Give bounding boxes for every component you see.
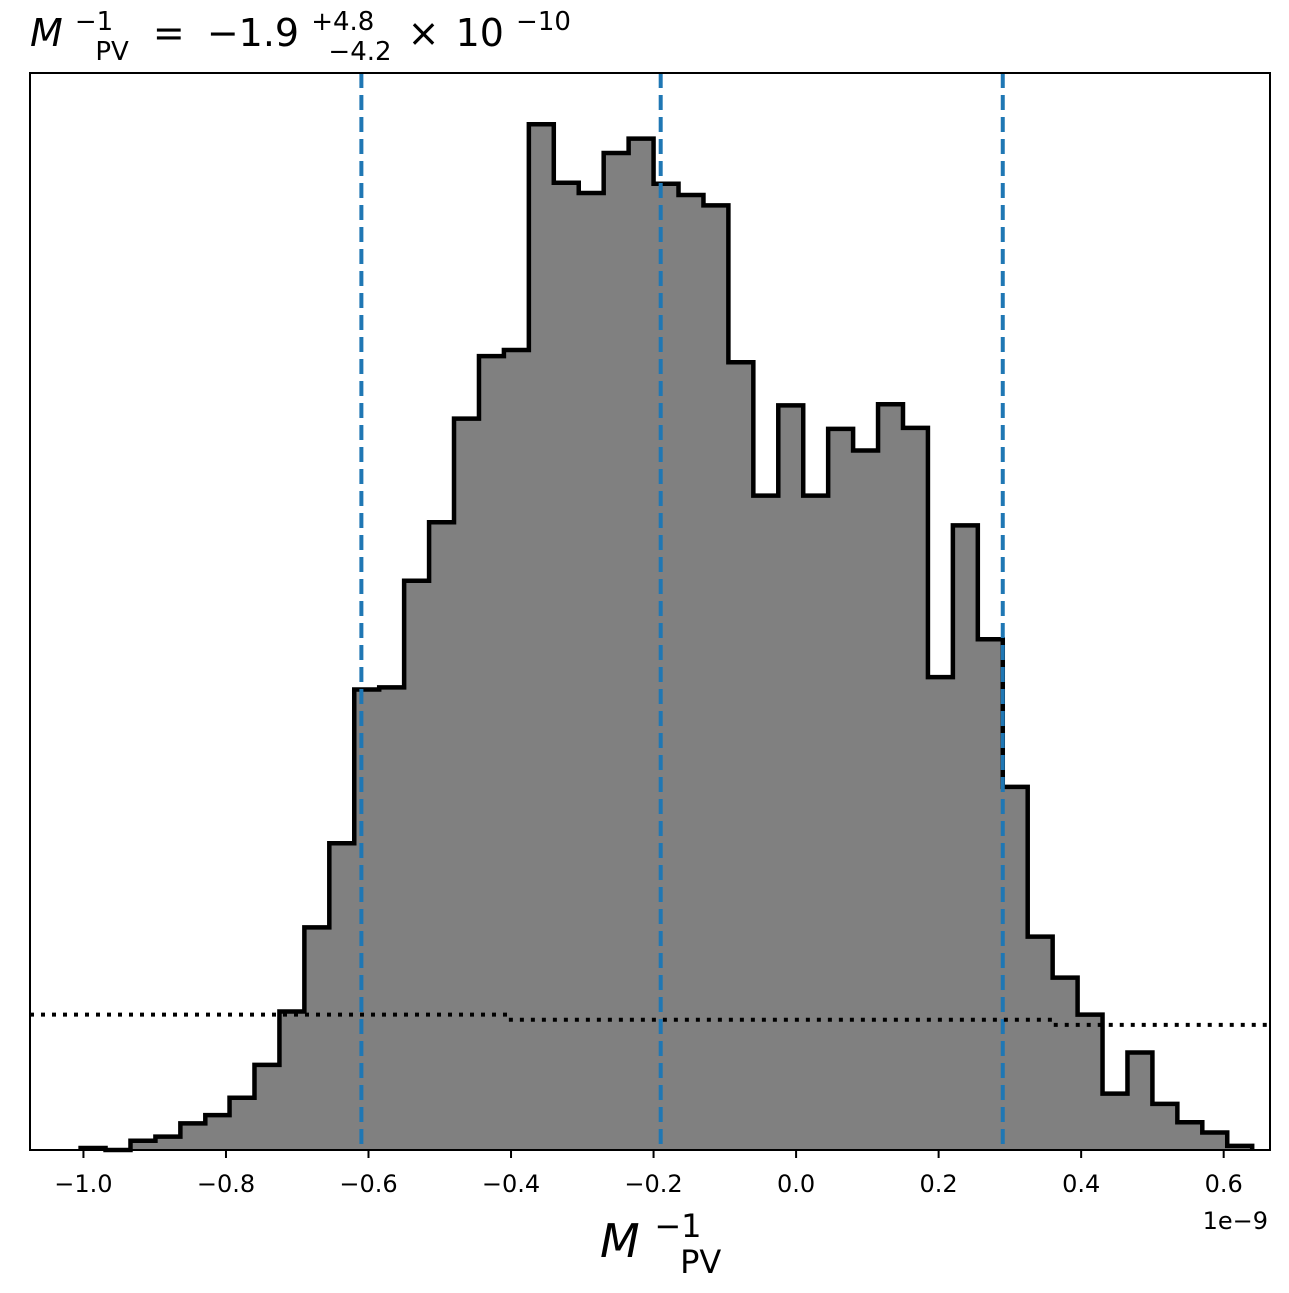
histogram-bar <box>977 639 1004 1150</box>
chart-title: M −1 PV = −1.9 +4.8 −4.2 × 10 −10 <box>30 0 571 69</box>
title-plus-error: +4.8 <box>311 7 374 37</box>
x-tick-label: 0.4 <box>1062 1170 1100 1198</box>
prior-line <box>30 1012 1270 1027</box>
x-tick-label: 0.2 <box>920 1170 958 1198</box>
histogram-bar <box>478 356 505 1151</box>
x-tick-label: −0.8 <box>197 1170 255 1198</box>
histogram-bar <box>429 522 455 1150</box>
title-symbol: M <box>30 11 63 55</box>
histogram-bar <box>828 428 854 1150</box>
histogram-bar <box>1177 1122 1203 1150</box>
histogram-bar <box>454 418 480 1150</box>
histogram-bar <box>279 1011 305 1150</box>
histogram-bar <box>902 427 929 1150</box>
x-tick-label: −0.2 <box>624 1170 682 1198</box>
histogram-bar <box>603 153 630 1150</box>
x-tick-label: −0.6 <box>339 1170 397 1198</box>
histogram-bar <box>952 525 979 1150</box>
title-base: 10 <box>456 11 504 55</box>
title-minus-error: −4.2 <box>328 37 391 67</box>
histogram-bar <box>304 927 330 1150</box>
histogram-bar <box>703 205 729 1150</box>
xlabel-sup: −1 <box>654 1207 701 1245</box>
histogram-bar <box>803 495 829 1151</box>
x-tick-label: −0.4 <box>482 1170 540 1198</box>
x-tick-label: 0.0 <box>777 1170 815 1198</box>
prior-line-layer <box>30 1012 1270 1027</box>
histogram-bar <box>1127 1052 1154 1150</box>
title-symbol-sup: −1 <box>75 7 113 37</box>
histogram-bar <box>553 182 580 1150</box>
histogram-bar <box>927 677 954 1150</box>
histogram-bar <box>728 362 754 1150</box>
histogram-bar <box>878 404 904 1150</box>
histogram-bar <box>503 349 530 1150</box>
histogram-bar <box>578 193 605 1150</box>
quantile-lines <box>359 73 1005 1150</box>
histogram-bar <box>1002 786 1029 1150</box>
histogram-bar <box>379 687 405 1150</box>
title-times: × <box>408 11 440 55</box>
title-exponent: −10 <box>516 7 571 37</box>
histogram-bar <box>329 843 355 1150</box>
title-equals: = <box>153 11 185 55</box>
histogram-outline <box>78 122 1255 1153</box>
histogram-bar <box>180 1123 206 1150</box>
x-tick-label: −1.0 <box>54 1170 112 1198</box>
histogram-bar <box>678 195 705 1150</box>
histogram-bar <box>1202 1132 1228 1150</box>
histogram-bar <box>130 1140 157 1150</box>
histogram-bar <box>778 405 804 1151</box>
x-offset-text: 1e−9 <box>1203 1207 1268 1235</box>
histogram-bar <box>1077 1014 1104 1150</box>
histogram-bar <box>628 138 655 1150</box>
histogram-bar <box>853 450 879 1151</box>
histogram-bar <box>354 689 380 1150</box>
x-axis-ticks: −1.0 −0.8 −0.6 −0.4 −0.2 0.0 0.2 0.4 0.6 <box>54 1150 1243 1198</box>
histogram-bar <box>229 1097 256 1150</box>
histogram-bar <box>653 183 680 1150</box>
histogram-bar <box>1152 1103 1178 1150</box>
histogram-bar <box>1102 1093 1129 1150</box>
x-axis-label: M −1 PV <box>600 1194 721 1281</box>
histogram-bar <box>404 580 430 1150</box>
histogram-bar <box>1052 977 1079 1150</box>
title-median: −1.9 <box>207 11 299 55</box>
histogram-bar <box>1027 936 1054 1150</box>
axes-frame <box>29 72 1271 1151</box>
histogram-bar <box>254 1064 281 1150</box>
xlabel-symbol: M <box>600 1214 640 1268</box>
x-tick-label: 0.6 <box>1205 1170 1243 1198</box>
histogram-bar <box>205 1115 231 1150</box>
title-symbol-sub: PV <box>95 37 129 67</box>
xlabel-sub: PV <box>680 1243 721 1281</box>
histogram-bar <box>753 495 779 1151</box>
histogram-bar <box>528 124 555 1150</box>
histogram-layer <box>78 122 1255 1153</box>
histogram-bar <box>155 1136 181 1150</box>
